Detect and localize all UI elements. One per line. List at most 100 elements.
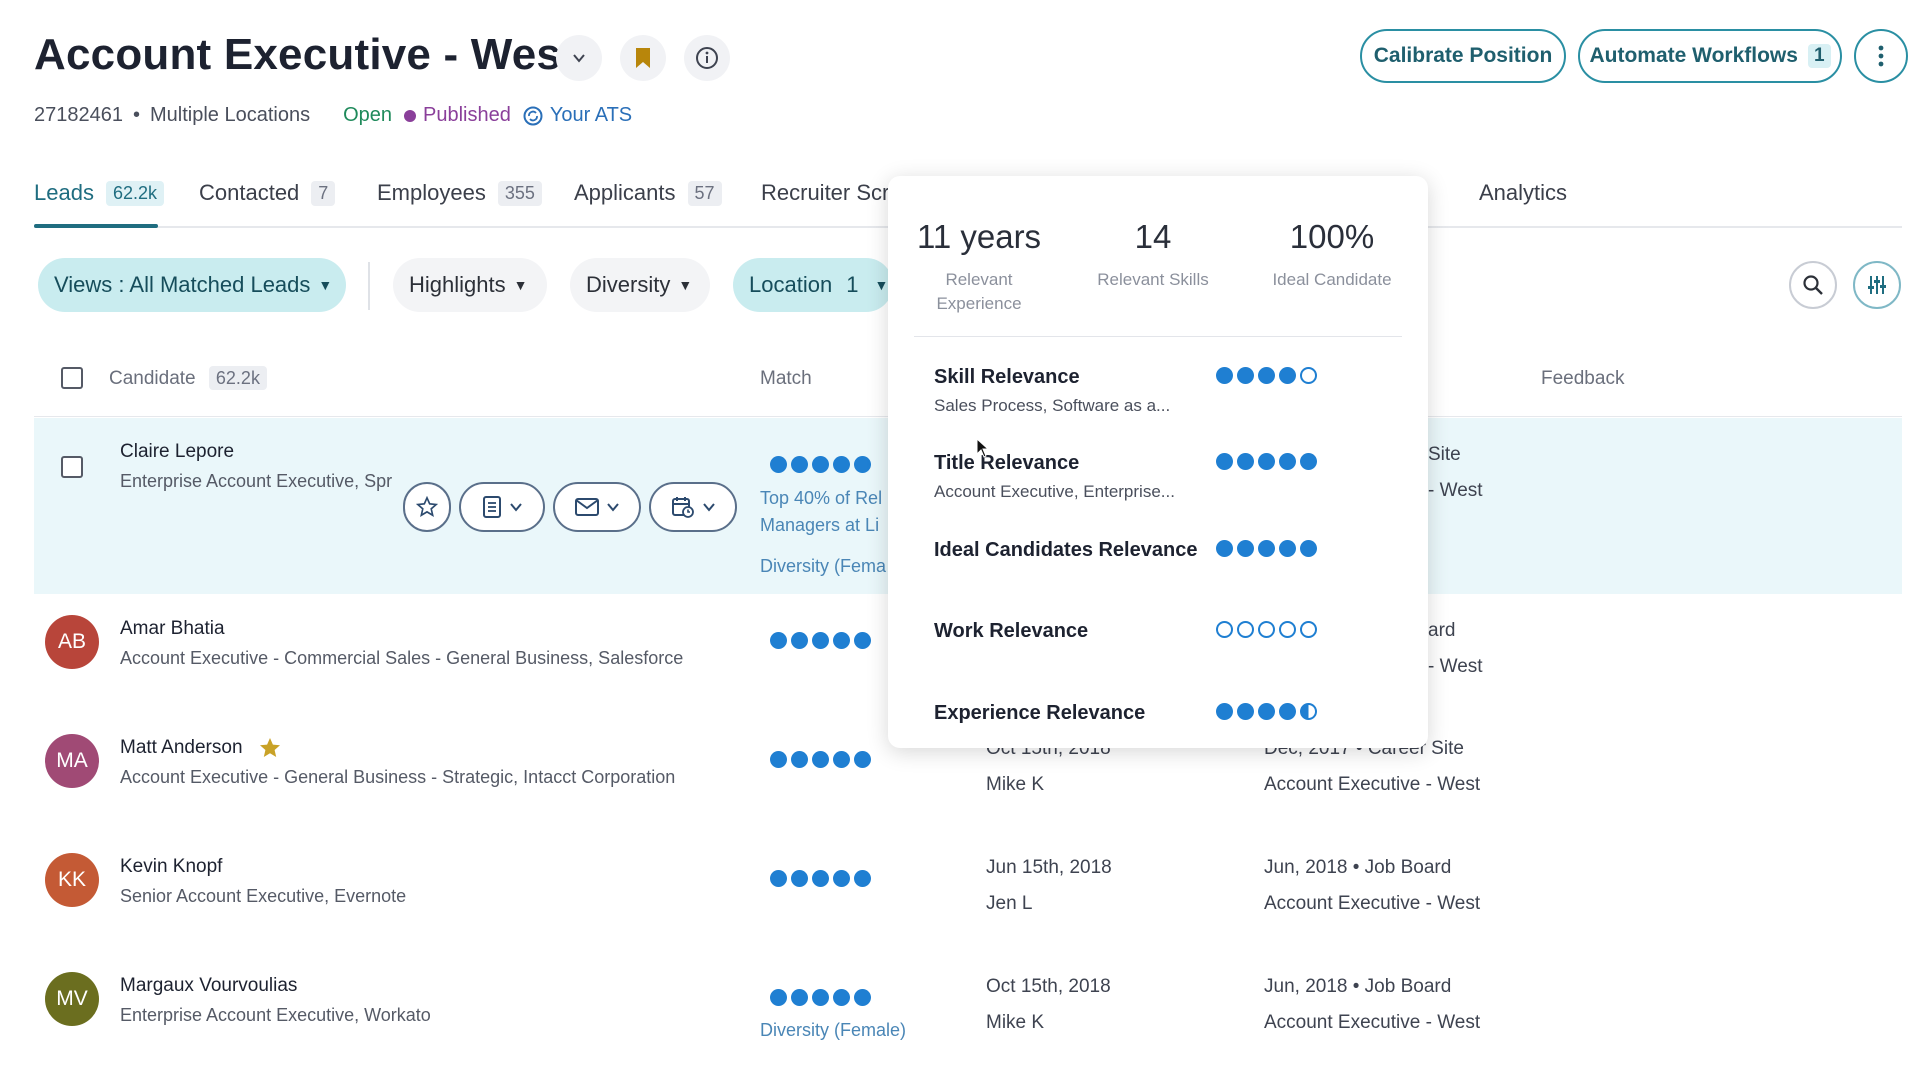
status-open: Open bbox=[343, 104, 393, 126]
bookmark-button[interactable] bbox=[620, 35, 666, 81]
chevron-down-icon bbox=[703, 503, 715, 512]
rating-dot bbox=[770, 751, 787, 768]
skill-relevance-rating bbox=[1216, 367, 1317, 384]
match-rating bbox=[770, 751, 871, 768]
rating-dot bbox=[1258, 367, 1275, 384]
candidate-name[interactable]: Matt Anderson bbox=[120, 737, 243, 758]
rating-dot bbox=[1279, 367, 1296, 384]
tab-analytics[interactable]: Analytics bbox=[1479, 180, 1567, 206]
rating-dot bbox=[1237, 703, 1254, 720]
email-button[interactable] bbox=[553, 482, 641, 532]
rating-dot bbox=[1237, 540, 1254, 557]
more-options-button[interactable] bbox=[1854, 29, 1908, 83]
tab-label: Leads bbox=[34, 180, 94, 205]
search-button[interactable] bbox=[1789, 261, 1837, 309]
column-candidate[interactable]: Candidate 62.2k bbox=[109, 366, 267, 390]
mail-icon bbox=[575, 498, 599, 516]
ats-sync-icon bbox=[523, 106, 543, 125]
filter-settings-button[interactable] bbox=[1853, 261, 1901, 309]
highlights-filter[interactable]: Highlights ▼ bbox=[393, 258, 547, 312]
column-match[interactable]: Match bbox=[760, 368, 812, 389]
title-relevance-rating bbox=[1216, 453, 1317, 470]
rating-dot bbox=[1216, 540, 1233, 557]
views-filter-label: Views : All Matched Leads bbox=[54, 272, 311, 297]
calibrate-position-button[interactable]: Calibrate Position bbox=[1360, 29, 1566, 83]
info-button[interactable] bbox=[684, 35, 730, 81]
tab-employees[interactable]: Employees 355 bbox=[377, 180, 542, 206]
rating-dot bbox=[1300, 703, 1317, 720]
skill-relevance-detail: Sales Process, Software as a... bbox=[934, 396, 1171, 415]
source-info: ard bbox=[1428, 620, 1456, 641]
position-info: Account Executive - West bbox=[1264, 893, 1481, 914]
rating-dot bbox=[1279, 540, 1296, 557]
rating-dot bbox=[791, 989, 808, 1006]
job-meta: 27182461 • Multiple Locations Open Publi… bbox=[34, 104, 632, 127]
search-icon bbox=[1803, 275, 1823, 295]
location-filter-count: 1 bbox=[846, 272, 859, 297]
diversity-tag[interactable]: Diversity (Fema bbox=[760, 556, 887, 576]
tab-label: Analytics bbox=[1479, 180, 1568, 205]
select-all-checkbox[interactable] bbox=[61, 367, 83, 389]
shortlist-button[interactable] bbox=[403, 482, 451, 532]
rating-dot bbox=[791, 456, 808, 473]
rating-dot bbox=[1279, 621, 1296, 638]
diversity-tag[interactable]: Diversity (Female) bbox=[760, 1020, 907, 1040]
chevron-down-icon: ▼ bbox=[874, 277, 889, 293]
rating-dot bbox=[1258, 621, 1275, 638]
rating-dot bbox=[833, 456, 850, 473]
rating-dot bbox=[833, 870, 850, 887]
contacted-by: Jen L bbox=[986, 893, 1033, 914]
open-status-dot bbox=[324, 110, 336, 122]
ideal-candidate-label: Ideal Candidate bbox=[1272, 270, 1392, 289]
column-label: Candidate bbox=[109, 368, 196, 389]
views-filter[interactable]: Views : All Matched Leads ▼ bbox=[38, 258, 346, 312]
automate-workflows-button[interactable]: Automate Workflows 1 bbox=[1578, 29, 1842, 83]
rating-dot bbox=[833, 751, 850, 768]
ideal-candidates-relevance-title: Ideal Candidates Relevance bbox=[934, 539, 1198, 561]
diversity-filter[interactable]: Diversity ▼ bbox=[570, 258, 710, 312]
match-note: Top 40% of Rel bbox=[760, 488, 883, 508]
rating-dot bbox=[812, 989, 829, 1006]
avatar: AB bbox=[45, 615, 99, 669]
column-feedback[interactable]: Feedback bbox=[1541, 368, 1625, 389]
rating-dot bbox=[1258, 453, 1275, 470]
title-dropdown-button[interactable] bbox=[556, 35, 602, 81]
rating-dot bbox=[812, 751, 829, 768]
rating-dot bbox=[854, 751, 871, 768]
rating-dot bbox=[1216, 621, 1233, 638]
tab-recruiter-screen[interactable]: Recruiter Scr bbox=[761, 180, 889, 206]
info-icon bbox=[696, 47, 718, 69]
candidate-name[interactable]: Margaux Vourvoulias bbox=[120, 975, 298, 996]
position-info: - West bbox=[1428, 480, 1483, 501]
rating-dot bbox=[854, 456, 871, 473]
stat-label-line: Relevant bbox=[945, 270, 1013, 289]
rating-dot bbox=[1237, 367, 1254, 384]
candidate-name[interactable]: Amar Bhatia bbox=[120, 618, 225, 639]
rating-dot bbox=[1300, 540, 1317, 557]
ats-link[interactable]: Your ATS bbox=[549, 104, 633, 126]
star-filled-icon[interactable] bbox=[258, 736, 282, 760]
tab-count: 7 bbox=[311, 180, 336, 206]
row-checkbox[interactable] bbox=[61, 456, 83, 478]
rating-dot bbox=[812, 870, 829, 887]
notes-button[interactable] bbox=[459, 482, 545, 532]
rating-dot bbox=[1300, 453, 1317, 470]
match-rating bbox=[770, 989, 871, 1006]
tab-contacted[interactable]: Contacted 7 bbox=[199, 180, 336, 206]
schedule-button[interactable] bbox=[649, 482, 737, 532]
match-rating bbox=[770, 456, 871, 473]
rating-dot bbox=[1237, 621, 1254, 638]
relevant-skills-value: 14 bbox=[1134, 218, 1172, 255]
tab-leads[interactable]: Leads 62.2k bbox=[34, 180, 164, 206]
published-status-dot bbox=[404, 109, 417, 122]
candidate-name[interactable]: Kevin Knopf bbox=[120, 856, 223, 877]
active-tab-indicator bbox=[34, 224, 158, 228]
tab-applicants[interactable]: Applicants 57 bbox=[574, 180, 722, 206]
rating-dot bbox=[770, 870, 787, 887]
location-filter[interactable]: Location 1 ▼ bbox=[733, 258, 893, 312]
job-location: Multiple Locations bbox=[150, 104, 311, 126]
candidate-title: Enterprise Account Executive, Spr bbox=[120, 471, 393, 491]
source-info: Site bbox=[1428, 444, 1461, 465]
stat-label-line: Experience bbox=[936, 294, 1022, 313]
candidate-name[interactable]: Claire Lepore bbox=[120, 441, 235, 462]
